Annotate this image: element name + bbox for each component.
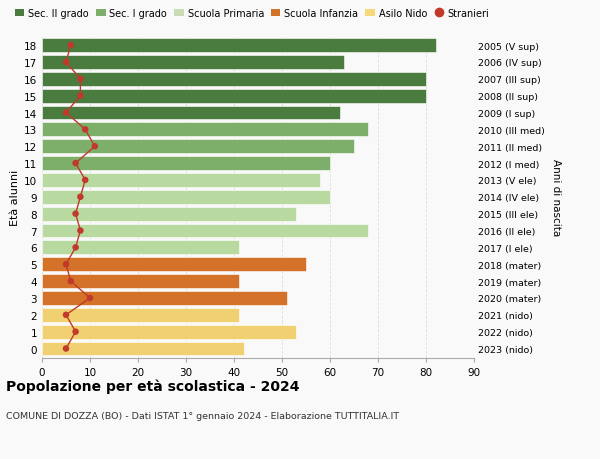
Legend: Sec. II grado, Sec. I grado, Scuola Primaria, Scuola Infanzia, Asilo Nido, Stran: Sec. II grado, Sec. I grado, Scuola Prim… [11,5,493,22]
Bar [42,106,340,120]
Y-axis label: Età alunni: Età alunni [10,169,20,225]
Point [61,59,71,67]
Point [61,261,71,269]
Bar [42,241,239,255]
Point [61,345,71,353]
Point [61,312,71,319]
Bar [42,258,306,272]
Text: Popolazione per età scolastica - 2024: Popolazione per età scolastica - 2024 [6,379,299,393]
Text: COMUNE DI DOZZA (BO) - Dati ISTAT 1° gennaio 2024 - Elaborazione TUTTITALIA.IT: COMUNE DI DOZZA (BO) - Dati ISTAT 1° gen… [6,411,399,420]
Point [90,143,100,151]
Y-axis label: Anni di nascita: Anni di nascita [551,159,560,236]
Bar [42,190,330,204]
Bar [42,90,426,103]
Point [71,160,80,168]
Point [76,76,85,83]
Point [85,295,95,302]
Point [66,278,76,285]
Point [66,42,76,50]
Bar [42,207,296,221]
Bar [42,291,287,305]
Bar [42,73,426,86]
Bar [42,56,344,70]
Point [61,110,71,117]
Bar [42,174,320,187]
Point [71,211,80,218]
Bar [42,157,330,171]
Bar [42,274,239,288]
Point [76,227,85,235]
Bar [42,325,296,339]
Point [80,126,90,134]
Bar [42,224,368,238]
Bar [42,123,368,137]
Point [80,177,90,184]
Bar [42,342,244,356]
Bar [42,140,354,154]
Point [71,244,80,252]
Bar [42,39,436,53]
Point [76,194,85,201]
Point [76,93,85,100]
Point [71,328,80,336]
Bar [42,308,239,322]
